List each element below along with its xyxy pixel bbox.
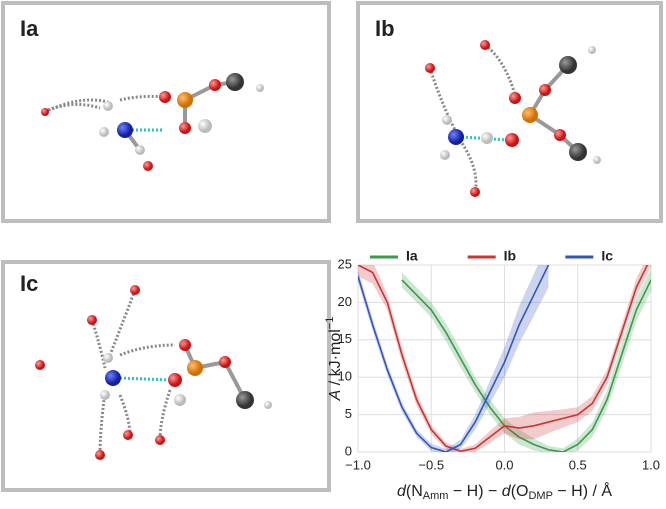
atom (236, 391, 254, 409)
atom (569, 143, 587, 161)
atom (264, 401, 272, 409)
x-label-part: d (502, 483, 512, 500)
atom (198, 119, 212, 133)
atom (588, 46, 596, 54)
atom (35, 360, 45, 370)
atom (187, 360, 203, 376)
y-tick-label: 15 (338, 331, 352, 346)
x-label-part: − H) − (448, 483, 501, 500)
atom (177, 92, 193, 108)
atom (219, 356, 231, 368)
panel-frame (1, 1, 331, 223)
atom (209, 79, 221, 91)
panel-label: Ic (20, 271, 38, 296)
atom (440, 150, 450, 160)
atom (95, 450, 105, 460)
atom (174, 394, 186, 406)
panel-ia: Ia (1, 1, 331, 223)
atom (105, 370, 121, 386)
panel-label: Ib (375, 16, 395, 41)
h-bond (90, 289, 176, 456)
y-tick-label: 0 (345, 443, 352, 458)
atom (123, 430, 133, 440)
h-bond (119, 376, 171, 382)
y-tick-label: 20 (338, 294, 352, 309)
x-label-part: Amm (423, 490, 449, 502)
y-axis-label: A / kJ·mol−1 (324, 317, 344, 402)
atom (448, 129, 464, 145)
x-tick-label: 0.0 (495, 457, 513, 472)
atom (509, 92, 521, 104)
panel-frame (1, 260, 331, 492)
x-tick-label: −0.5 (418, 457, 444, 472)
energy-chart: 0 5 10 15 20 25 −1.0 −0.5 0.0 0.5 1.0 Ia Ib Ic A / kJ·… (324, 248, 660, 502)
atom (442, 115, 452, 125)
atom (179, 339, 191, 351)
atom (130, 285, 140, 295)
y-tick-label: 25 (338, 256, 352, 271)
panel-label: Ia (20, 16, 39, 41)
x-tick-label: 1.0 (642, 457, 660, 472)
atom (593, 156, 601, 164)
x-label-part: DMP (528, 490, 552, 502)
atom (103, 353, 113, 363)
atom (505, 133, 519, 147)
y-tick-label: 5 (345, 406, 352, 421)
error-band (358, 265, 549, 452)
series-line (358, 265, 649, 452)
atom (155, 435, 165, 445)
x-label-part: d (397, 483, 407, 500)
atom (481, 132, 493, 144)
legend-label: Ia (406, 248, 418, 264)
atom (179, 122, 191, 134)
atom (103, 101, 113, 111)
atom (554, 129, 566, 141)
legend-label: Ic (601, 248, 613, 264)
atom (87, 315, 97, 325)
x-label-part: (O (511, 483, 529, 500)
legend-label: Ib (504, 248, 516, 264)
atom (425, 63, 435, 73)
y-label-part: −1 (324, 317, 336, 330)
atom (143, 161, 153, 171)
x-label-part: (N (406, 483, 423, 500)
y-label-part: A (327, 390, 344, 402)
atom (256, 84, 264, 92)
panel-ib: Ib (356, 1, 663, 223)
atom (480, 40, 490, 50)
series-line (401, 279, 651, 452)
atom (117, 122, 133, 138)
x-label-part: − H) / Å (553, 481, 612, 500)
plot-lines (358, 265, 651, 452)
atom (99, 127, 109, 137)
atom (159, 91, 171, 103)
atom (41, 108, 49, 116)
atom (470, 187, 480, 197)
atom (522, 107, 538, 123)
atom (559, 56, 577, 74)
atom (539, 84, 551, 96)
x-tick-label: −1.0 (345, 457, 371, 472)
y-label-part: / kJ·mol (327, 329, 344, 389)
panel-ic: Ic (1, 260, 331, 492)
series-line (358, 265, 550, 452)
atom (168, 373, 182, 387)
x-tick-label: 0.5 (569, 457, 587, 472)
atom (135, 145, 145, 155)
atom (100, 390, 110, 400)
panel-frame (356, 1, 663, 223)
atom (226, 73, 244, 91)
x-axis-label: d(NAmm − H) − d(ODMP − H) / Å (397, 481, 612, 502)
y-tick-label: 10 (338, 369, 352, 384)
